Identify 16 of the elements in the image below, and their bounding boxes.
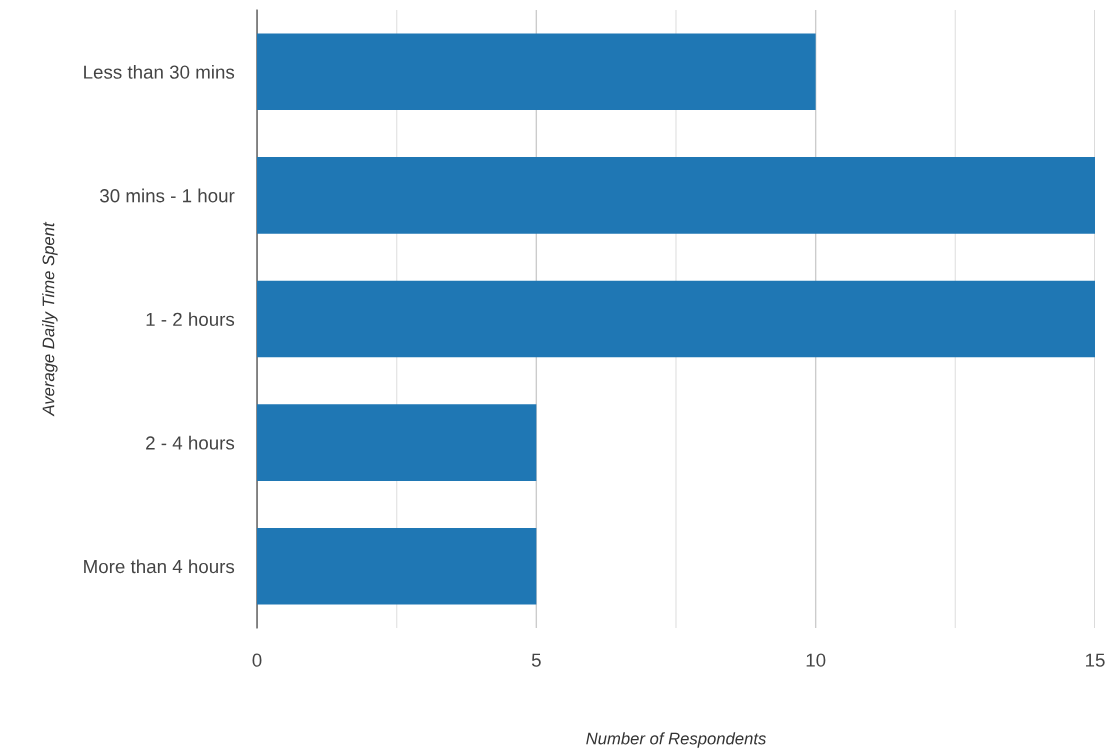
x-axis-title: Number of Respondents <box>586 732 766 748</box>
y-tick-label: 1 - 2 hours <box>146 312 235 326</box>
y-axis-title: Average Daily Time Spent <box>42 221 58 417</box>
y-tick-label: 2 - 4 hours <box>146 435 235 450</box>
bar <box>257 404 537 481</box>
x-tick-label: 15 <box>1086 653 1105 667</box>
y-tick-label: Less than 30 mins <box>84 65 235 79</box>
y-tick-label: 30 mins - 1 hour <box>100 188 235 203</box>
bar <box>257 33 816 111</box>
x-tick-label: 5 <box>531 653 541 667</box>
bar <box>257 157 1095 234</box>
bar <box>257 280 1095 358</box>
y-tick-label: More than 4 hours <box>84 559 235 574</box>
x-tick-label: 0 <box>252 653 262 667</box>
x-tick-label: 10 <box>806 653 826 667</box>
bar <box>257 527 537 605</box>
